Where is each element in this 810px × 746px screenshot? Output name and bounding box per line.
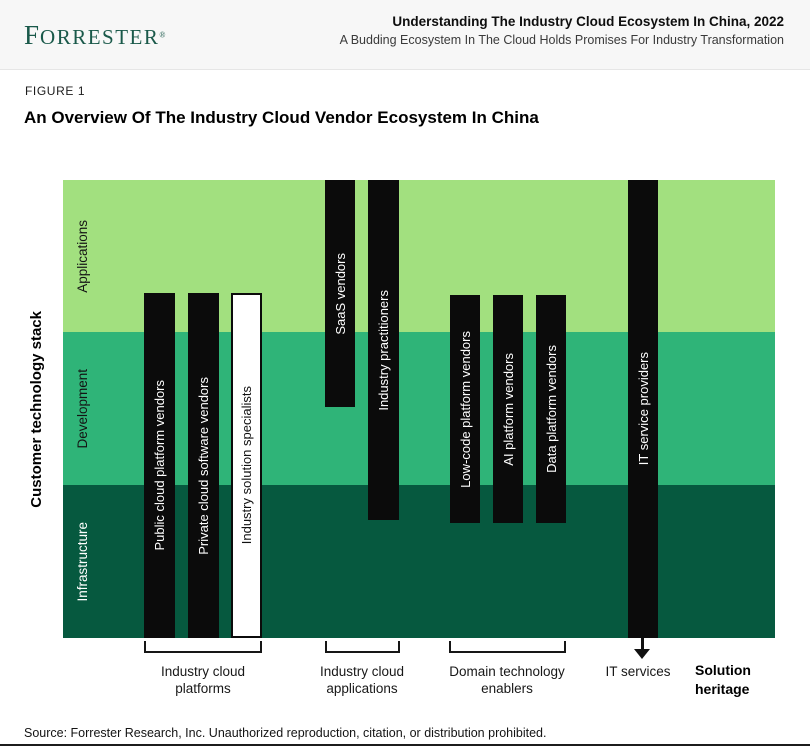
vendor-bar-ai-platform-vendors: AI platform vendors <box>493 295 523 523</box>
vendor-bar-label: Data platform vendors <box>543 345 559 473</box>
solution-heritage-label: Solution heritage <box>695 662 751 697</box>
vendor-bar-low-code-platform-vendors: Low-code platform vendors <box>450 295 480 523</box>
group-bracket-domain-technology-enablers <box>449 641 566 653</box>
vendor-bar-saas-vendors: SaaS vendors <box>325 180 355 407</box>
down-arrow-stem <box>641 638 644 650</box>
bottom-divider <box>0 744 810 746</box>
logo-initial: F <box>24 20 41 50</box>
stack-axis: Customer technology stack <box>28 180 45 638</box>
report-title: Understanding The Industry Cloud Ecosyst… <box>392 14 784 29</box>
source-attribution: Source: Forrester Research, Inc. Unautho… <box>24 726 547 740</box>
figure-title: An Overview Of The Industry Cloud Vendor… <box>24 108 539 127</box>
report-header: FORRESTER® Understanding The Industry Cl… <box>0 0 810 70</box>
figure-label: FIGURE 1 <box>25 84 86 98</box>
vendor-bar-private-cloud-software-vendors: Private cloud software vendors <box>188 293 219 638</box>
group-label-it-services: IT services <box>605 664 671 679</box>
band-infrastructure-label: Infrastructure <box>75 521 90 602</box>
group-bracket-industry-cloud-platforms <box>144 641 262 653</box>
vendor-bar-industry-practitioners: Industry practitioners <box>368 180 399 520</box>
header-titles: Understanding The Industry Cloud Ecosyst… <box>340 14 784 47</box>
vendor-bar-label: Private cloud software vendors <box>196 376 211 555</box>
vendor-bar-public-cloud-platform-vendors: Public cloud platform vendors <box>144 293 175 638</box>
down-arrow-icon <box>634 649 650 659</box>
vendor-bar-label: Public cloud platform vendors <box>152 380 167 551</box>
vendor-bar-label: SaaS vendors <box>332 252 348 335</box>
registered-trademark-icon: ® <box>159 30 166 40</box>
stack-axis-label: Customer technology stack <box>28 310 45 508</box>
vendor-bar-label: AI platform vendors <box>500 352 516 466</box>
group-label-domain-technology-enablers: Domain technology enablers <box>449 664 565 696</box>
vendor-bar-label: Industry practitioners <box>376 289 391 411</box>
group-bracket-industry-cloud-applications <box>325 641 400 653</box>
band-applications-label: Applications <box>75 219 90 293</box>
group-label-industry-cloud-platforms: Industry cloud platforms <box>160 664 246 696</box>
vendor-bar-it-service-providers: IT service providers <box>628 180 658 638</box>
vendor-bar-label: IT service providers <box>635 352 651 466</box>
vendor-bar-data-platform-vendors: Data platform vendors <box>536 295 566 523</box>
report-subtitle: A Budding Ecosystem In The Cloud Holds P… <box>339 33 784 47</box>
logo-wordmark: ORRESTER <box>40 25 160 49</box>
vendor-bar-label: Low-code platform vendors <box>457 330 473 488</box>
vendor-bar-industry-solution-specialists: Industry solution specialists <box>231 293 262 638</box>
group-label-industry-cloud-applications: Industry cloud applications <box>319 664 405 696</box>
band-development-label: Development <box>75 368 90 449</box>
forrester-logo: FORRESTER® <box>24 20 165 51</box>
vendor-bar-label: Industry solution specialists <box>239 386 254 545</box>
